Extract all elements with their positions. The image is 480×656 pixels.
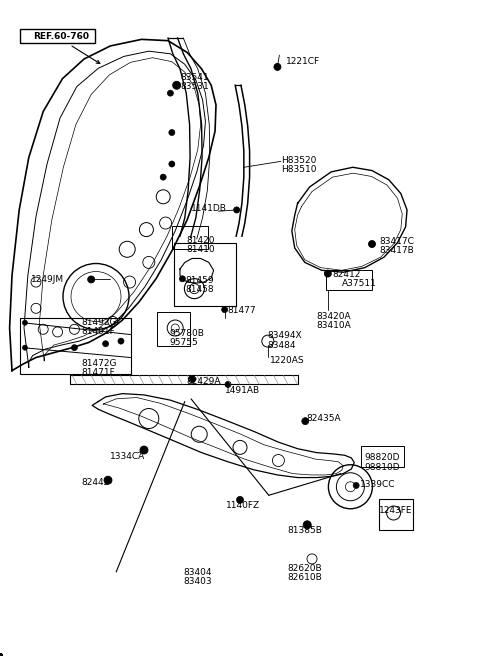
Text: H83520: H83520 [281,155,316,165]
Text: 82610B: 82610B [287,573,322,582]
Circle shape [0,654,3,656]
Circle shape [324,270,331,277]
Circle shape [234,207,240,213]
Text: 81477: 81477 [228,306,256,316]
Text: 1140FZ: 1140FZ [226,501,260,510]
Circle shape [302,418,309,424]
Circle shape [140,446,148,454]
Circle shape [0,654,3,656]
Text: 1220AS: 1220AS [270,356,304,365]
Circle shape [173,81,180,89]
Text: 1339CC: 1339CC [360,480,396,489]
Text: 81491F: 81491F [82,327,115,337]
Circle shape [88,276,95,283]
Bar [20,318,131,374]
Circle shape [222,306,228,313]
Text: 81458: 81458 [186,285,215,295]
Text: 83420A: 83420A [317,312,351,321]
Text: 82620B: 82620B [287,564,322,573]
Bar [326,270,372,290]
Circle shape [0,654,3,656]
Circle shape [23,345,27,350]
Text: 81420: 81420 [186,236,215,245]
Text: 82442: 82442 [82,478,110,487]
Text: 82429A: 82429A [186,377,221,386]
Bar [174,243,236,306]
Text: 83531: 83531 [180,82,209,91]
Bar [172,226,208,249]
Text: 83410A: 83410A [317,321,351,330]
Circle shape [180,276,185,282]
Text: 83484: 83484 [268,340,296,350]
Circle shape [189,376,195,382]
Text: 81410: 81410 [186,245,215,254]
Text: REF.60-760: REF.60-760 [34,31,90,41]
Bar [20,29,95,43]
Circle shape [353,482,359,489]
Circle shape [118,338,124,344]
Circle shape [169,129,175,136]
Text: A37511: A37511 [342,279,377,288]
Circle shape [225,381,231,388]
Bar [157,312,190,346]
Bar [361,446,404,467]
Circle shape [0,654,3,656]
Text: 83417C: 83417C [379,237,414,246]
Text: 83417B: 83417B [379,246,414,255]
Circle shape [169,161,175,167]
Circle shape [0,654,3,656]
Text: 81492G: 81492G [82,318,117,327]
Text: 1243FE: 1243FE [379,506,413,515]
Circle shape [104,476,112,484]
Text: 83541: 83541 [180,73,209,82]
Text: 83404: 83404 [183,567,212,577]
Circle shape [0,654,3,656]
Circle shape [303,521,311,529]
Text: 1334CA: 1334CA [110,452,145,461]
Circle shape [103,340,108,347]
Text: 98810D: 98810D [365,462,400,472]
Circle shape [168,90,173,96]
Text: 1141DB: 1141DB [191,204,227,213]
Text: 1221CF: 1221CF [286,57,320,66]
Text: 95780B: 95780B [169,329,204,338]
Text: 95755: 95755 [169,338,198,347]
Text: 81385B: 81385B [287,525,322,535]
Text: 1249JM: 1249JM [31,275,64,284]
Circle shape [23,320,27,325]
Text: 81471F: 81471F [82,368,115,377]
Text: H83510: H83510 [281,165,316,174]
Bar [379,499,413,530]
Text: 1491AB: 1491AB [225,386,260,396]
Circle shape [0,654,3,656]
Circle shape [237,497,243,503]
Text: 81459: 81459 [186,276,215,285]
Circle shape [160,174,166,180]
Circle shape [0,654,3,656]
Text: 83403: 83403 [183,577,212,586]
Text: 82412: 82412 [333,270,361,279]
Text: 83494X: 83494X [268,331,302,340]
Circle shape [369,241,375,247]
Circle shape [274,64,281,70]
Text: 82435A: 82435A [306,414,341,423]
Circle shape [72,344,77,351]
Text: 81472G: 81472G [82,359,117,368]
Text: 98820D: 98820D [365,453,400,462]
